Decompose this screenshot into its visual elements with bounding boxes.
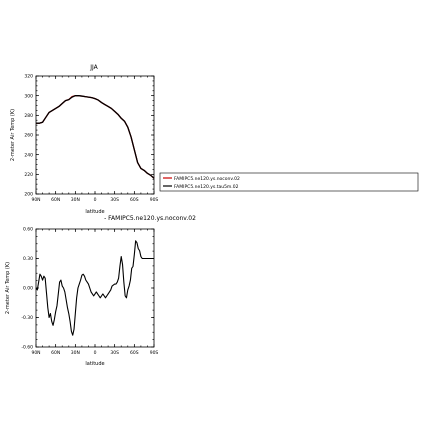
bottom-ytick-label: -0.60: [21, 345, 33, 351]
bottom-series-line-1: [35, 240, 154, 336]
bottom-xtick-label: 60N: [51, 350, 60, 356]
bottom-series-lines: [35, 240, 154, 336]
top-ytick-label: 320: [24, 74, 33, 80]
bottom-ytick-label: 0.60: [23, 227, 33, 233]
bottom-ytick-label: 0.30: [23, 256, 33, 262]
top-xtick-label: 60S: [130, 197, 139, 203]
top-ytick-label: 300: [24, 93, 33, 99]
top-ylabel: 2-meter Air Temp (K): [10, 109, 16, 161]
bottom-xtick-label: 30N: [71, 350, 80, 356]
top-panel: JJA 90N 60N 30N 0 30S 60S 90S 200 220 240 260 280 30…: [10, 64, 419, 215]
top-xtick-label: 90N: [31, 197, 40, 203]
bottom-xtick-label: 30S: [110, 350, 119, 356]
bottom-ylabel: 2-meter Air Temp (K): [5, 262, 11, 314]
top-series-line-2: [36, 95, 155, 179]
top-xtick-label: 30S: [110, 197, 119, 203]
top-xtick-label: 30N: [71, 197, 80, 203]
top-series-lines: [36, 95, 155, 179]
bottom-panel: - FAMIPC5.ne120.ys.noconv.02 90N 60N 30N 0 3…: [5, 215, 196, 367]
legend-label-2: FAMIPC5.ne120.ys.tau5m.02: [174, 184, 239, 190]
top-ytick-label: 280: [24, 113, 33, 119]
bottom-ytick-label: 0.00: [23, 286, 33, 292]
top-xlabel: latitude: [85, 209, 104, 215]
bottom-xtick-label: 90S: [150, 350, 159, 356]
top-ytick-label: 200: [24, 192, 33, 198]
bottom-xlabel: latitude: [85, 361, 104, 367]
top-title: JJA: [89, 64, 98, 71]
top-axis-ticks: 90N 60N 30N 0 30S 60S 90S 200 220 240 260 280 300 320: [24, 74, 158, 203]
bottom-axis-ticks: 90N 60N 30N 0 30S 60S 90S -0.60 -0.30 0.00 0.30 0.6…: [21, 227, 158, 356]
top-xtick-label: 60N: [51, 197, 60, 203]
legend-box: [159, 172, 419, 192]
bottom-xtick-label: 90N: [31, 350, 40, 356]
top-ytick-label: 260: [24, 133, 33, 139]
bottom-xtick-label: 60S: [130, 350, 139, 356]
bottom-plot-frame: [35, 228, 155, 348]
top-xtick-label: 0: [94, 197, 97, 203]
top-ytick-label: 220: [24, 172, 33, 178]
bottom-ytick-label: -0.30: [21, 315, 33, 321]
legend-label-1: FAMIPC5.ne120.ys.noconv.02: [174, 176, 240, 182]
top-ytick-label: 240: [24, 152, 33, 158]
top-plot-frame: [35, 75, 155, 195]
top-series-line-1: [36, 95, 155, 179]
bottom-title: - FAMIPC5.ne120.ys.noconv.02: [104, 215, 196, 222]
top-xtick-label: 90S: [150, 197, 159, 203]
bottom-xtick-label: 0: [94, 350, 97, 356]
top-legend: FAMIPC5.ne120.ys.noconv.02 FAMIPC5.ne120…: [159, 172, 419, 192]
